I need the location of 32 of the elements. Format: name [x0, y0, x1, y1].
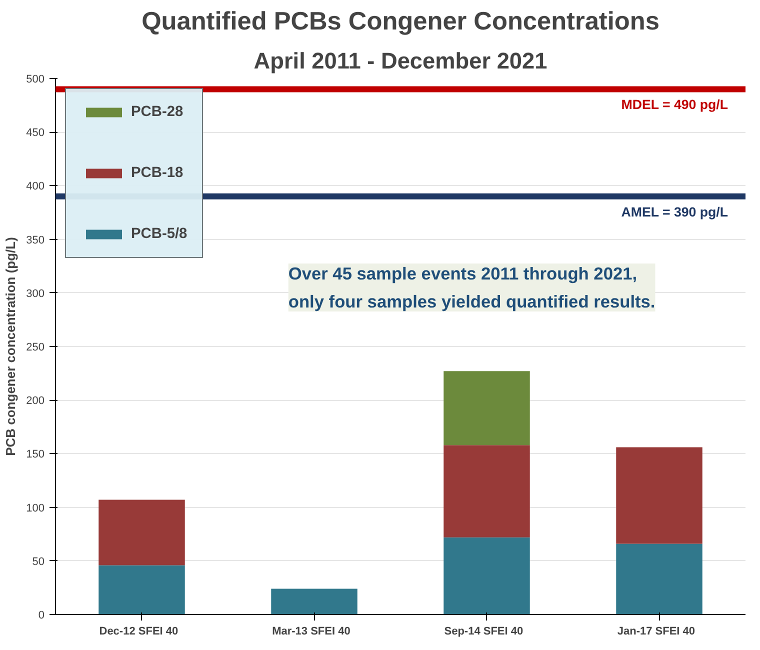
bar — [444, 371, 530, 446]
y-tick-label: 0 — [38, 610, 45, 622]
y-tick-label: 250 — [26, 342, 45, 354]
bar — [271, 588, 358, 614]
bar — [616, 544, 702, 614]
y-axis-title: PCB congener concentration (pg/L) — [3, 237, 18, 456]
y-tick-label: 150 — [26, 448, 45, 461]
y-tick-label: 100 — [26, 502, 45, 514]
y-tick-label: 450 — [26, 127, 45, 140]
bar — [98, 500, 185, 566]
y-tick-label: 400 — [26, 180, 45, 193]
chart-subtitle: April 2011 - December 2021 — [254, 48, 548, 74]
legend-label: PCB-18 — [131, 165, 184, 181]
x-tick-label: Jan-17 SFEI 40 — [617, 626, 696, 638]
y-tick-label: 500 — [26, 74, 45, 86]
y-tick-label: 200 — [26, 395, 45, 408]
ref-line-label: MDEL = 490 pg/L — [621, 97, 728, 112]
legend-label: PCB-28 — [131, 104, 184, 120]
bar — [444, 537, 530, 614]
x-tick-label: Mar-13 SFEI 40 — [272, 626, 350, 638]
legend-label: PCB-5/8 — [131, 226, 188, 242]
y-tick-label: 300 — [26, 288, 45, 300]
bar — [616, 447, 702, 544]
x-tick-label: Sep-14 SFEI 40 — [444, 626, 524, 638]
ref-line-label: AMEL = 390 pg/L — [621, 204, 728, 220]
y-tick-label: 50 — [32, 556, 45, 568]
chart-title: Quantified PCBs Congener Concentrations — [142, 8, 660, 36]
annotation: Over 45 sample events 2011 through 2021, only four samples yielded quantified results. — [288, 264, 656, 312]
x-tick-label: Dec-12 SFEI 40 — [99, 626, 178, 638]
bar — [444, 445, 530, 538]
bar — [98, 565, 185, 614]
y-tick-label: 350 — [26, 234, 45, 246]
